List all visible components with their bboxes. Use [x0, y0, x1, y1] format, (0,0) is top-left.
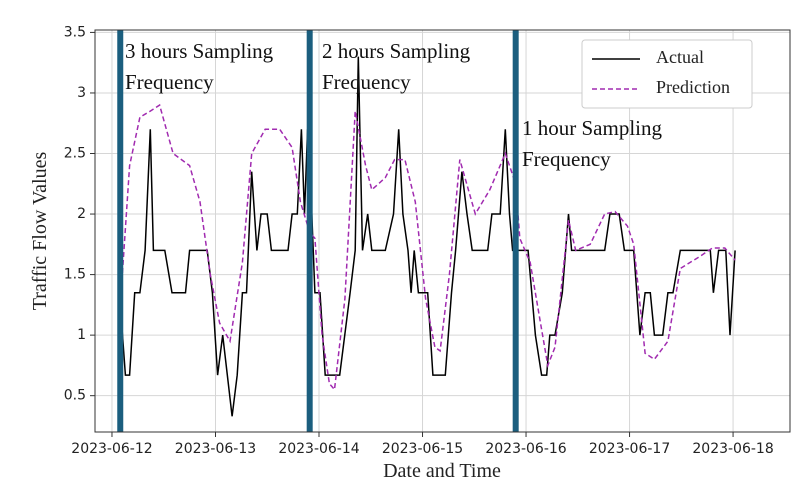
y-tick-label: 1.5 — [64, 267, 86, 283]
x-tick-label: 2023-06-18 — [692, 441, 773, 457]
x-tick-label: 2023-06-17 — [589, 441, 670, 457]
x-tick-label: 2023-06-12 — [71, 441, 152, 457]
x-tick-label: 2023-06-16 — [485, 441, 566, 457]
legend-label: Prediction — [656, 77, 730, 97]
plot-frame — [94, 29, 791, 433]
annotation: 1 hour Sampling Frequency — [522, 116, 662, 171]
x-tick-label: 2023-06-14 — [278, 441, 359, 457]
x-tick-label: 2023-06-15 — [382, 441, 463, 457]
x-tick-label: 2023-06-13 — [175, 441, 256, 457]
series-line — [119, 103, 736, 392]
y-tick-label: 2 — [77, 206, 86, 222]
x-axis-label: Date and Time — [383, 460, 501, 482]
y-tick-label: 0.5 — [64, 388, 86, 404]
legend-box — [581, 39, 753, 109]
y-tick-label: 3.5 — [64, 24, 86, 40]
y-tick-label: 2.5 — [64, 146, 86, 162]
y-axis-label: Traffic Flow Values — [29, 152, 51, 311]
y-tick-label: 1 — [77, 327, 86, 343]
y-tick-label: 3 — [77, 85, 86, 101]
annotation: 2 hours Sampling Frequency — [322, 39, 471, 94]
series-line — [119, 56, 736, 417]
legend-label: Actual — [656, 47, 704, 67]
annotation: 3 hours Sampling Frequency — [125, 39, 274, 94]
